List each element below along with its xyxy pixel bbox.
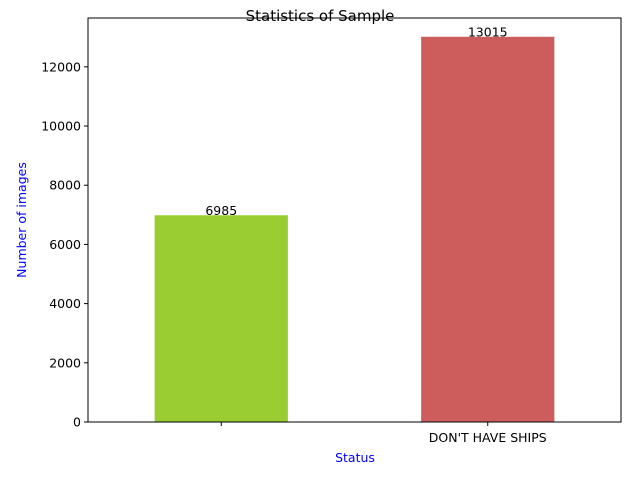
bars-group bbox=[154, 36, 555, 423]
x-axis-title: Status bbox=[335, 450, 375, 465]
y-tick-label-0: 0 bbox=[73, 415, 81, 430]
y-tick-label-1: 2000 bbox=[49, 355, 81, 370]
data-labels-group: 6985 13015 bbox=[205, 24, 507, 217]
x-tick-label-1: DON'T HAVE SHIPS bbox=[429, 430, 547, 445]
y-tick-label-2: 4000 bbox=[49, 296, 81, 311]
data-label-0: 6985 bbox=[205, 203, 237, 218]
y-tick-label-6: 12000 bbox=[41, 59, 81, 74]
x-axis-ticks: DON'T HAVE SHIPS bbox=[220, 422, 547, 445]
plot-frame bbox=[87, 17, 622, 423]
data-label-1: 13015 bbox=[468, 24, 508, 39]
y-tick-label-3: 6000 bbox=[49, 237, 81, 252]
y-tick-label-4: 8000 bbox=[49, 178, 81, 193]
chart-title: Statistics of Sample bbox=[246, 7, 395, 25]
y-axis-ticks: 0 2000 4000 6000 8000 10000 12000 bbox=[41, 59, 88, 430]
y-axis-title: Number of images bbox=[14, 162, 29, 278]
bar-1 bbox=[421, 36, 555, 423]
bar-0 bbox=[154, 215, 288, 422]
y-tick-label-5: 10000 bbox=[41, 119, 81, 134]
